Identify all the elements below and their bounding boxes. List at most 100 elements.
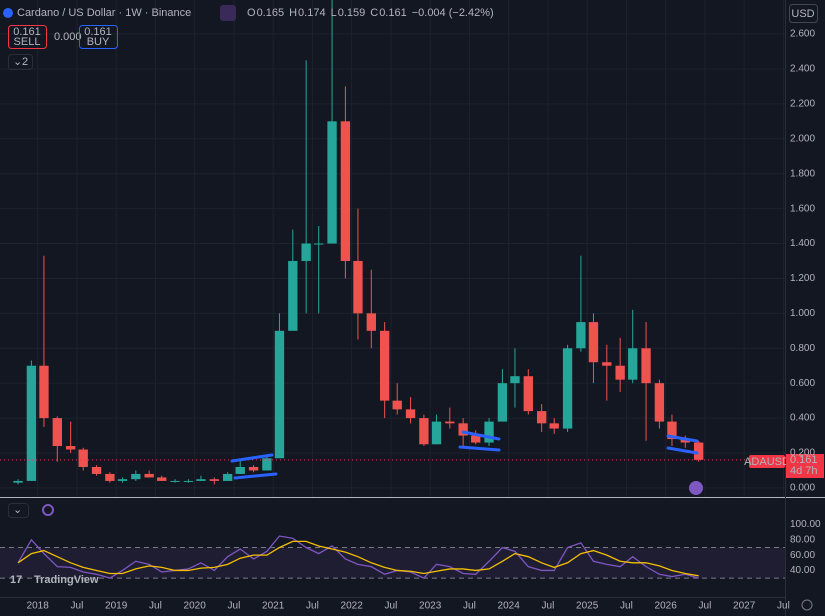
chevron: ⌄: [13, 56, 22, 68]
series-line: [17, 535, 699, 579]
candle-body: [340, 121, 351, 261]
y-tick-label: 100.00: [790, 519, 821, 530]
y-tick-label: 80.00: [790, 534, 815, 545]
candle-body: [105, 473, 115, 481]
indicator-count: 2: [22, 56, 28, 68]
x-tick-label: Jul: [699, 601, 712, 612]
candle-body: [576, 322, 586, 349]
candle-body: [117, 479, 128, 481]
assistant-button[interactable]: [689, 481, 703, 495]
ohlc-label: L: [331, 7, 337, 19]
candle-body: [405, 409, 416, 419]
ohlc-label: H: [289, 7, 297, 19]
indicators-toggle[interactable]: [8, 54, 33, 70]
chevron: ⌄: [13, 504, 22, 516]
buy-price: 0.161: [84, 26, 112, 38]
ohlc: O 0.165 H 0.174 L 0.159 C 0.161 −0.004 (−2.42%): [247, 7, 494, 19]
candle-body: [78, 449, 88, 467]
y-tick-label: 40.00: [790, 565, 815, 576]
x-tick-label: 2024: [498, 601, 521, 612]
trend-lines: [230, 430, 699, 480]
candle-body: [314, 243, 324, 245]
candle-body: [183, 480, 194, 482]
candle-body: [458, 423, 468, 436]
x-tick-label: Jul: [306, 601, 319, 612]
x-tick-label: 2018: [27, 601, 50, 612]
symbol[interactable]: Cardano / US Dollar · 1W · Binance: [17, 7, 191, 19]
candle-body: [248, 466, 259, 471]
candle-body: [523, 376, 533, 412]
logo-mark: 17: [10, 574, 22, 586]
candle-body: [484, 421, 494, 443]
candle-body: [431, 421, 442, 445]
ohlc-value: 0.174: [298, 7, 326, 19]
candle-body: [445, 421, 455, 424]
band-fill: [0, 547, 785, 579]
y-tick-label: 1.400: [790, 238, 815, 249]
x-tick-label: 2026: [655, 601, 678, 612]
plot: [0, 0, 785, 579]
y-tick-label: 1.200: [790, 273, 815, 284]
x-tick-label: Jul: [620, 601, 633, 612]
y-tick-label: 1.600: [790, 203, 815, 214]
candle-body: [641, 348, 651, 384]
x-tick-label: 2025: [576, 601, 599, 612]
x-tick-label: Jul: [463, 601, 476, 612]
candle-body: [170, 480, 180, 482]
settings-button[interactable]: [801, 599, 813, 611]
candle-body: [392, 400, 402, 410]
candle-body: [628, 348, 638, 380]
ohlc-label: O: [247, 7, 256, 19]
trend-line: [666, 446, 699, 455]
candle-body: [235, 466, 245, 474]
candle-body: [262, 458, 272, 471]
y-tick-label: 0.600: [790, 378, 815, 389]
rsi-icon[interactable]: [42, 504, 54, 516]
symbol-tag: [749, 455, 785, 468]
candle-body: [13, 480, 23, 483]
ohlc-value: 0.159: [338, 7, 366, 19]
candle-body: [602, 362, 612, 366]
pane-toggle[interactable]: [8, 503, 29, 518]
y-tick-label: 0.800: [790, 343, 815, 354]
currency: USD: [791, 8, 814, 20]
trend-line: [233, 472, 278, 480]
candle-body: [26, 365, 37, 481]
buy-button[interactable]: [79, 25, 118, 49]
candle-body: [667, 421, 677, 440]
sell-price: 0.161: [13, 26, 41, 38]
x-tick-label: Jul: [385, 601, 398, 612]
ohlc-value: 0.165: [257, 7, 285, 19]
currency-button[interactable]: [789, 4, 818, 23]
price-tag: [786, 454, 824, 478]
y-tick-label: 0.000: [790, 483, 815, 494]
y-tick-label: 0.200: [790, 448, 815, 459]
series-line: [17, 540, 699, 577]
y-tick-label: 2.400: [790, 64, 815, 75]
change: −0.004 (−2.42%): [412, 7, 494, 19]
x-tick-label: Jul: [542, 601, 555, 612]
x-tick-label: 2023: [419, 601, 442, 612]
candle-body: [654, 383, 665, 422]
sell-button[interactable]: [8, 25, 47, 49]
x-tick-label: Jul: [149, 601, 162, 612]
candle-body: [366, 313, 376, 331]
candle-body: [301, 243, 311, 261]
candle-body: [131, 473, 141, 480]
spread: 0.000: [54, 31, 82, 43]
candle-body: [549, 423, 559, 429]
candle-body: [157, 477, 167, 481]
indicator-button[interactable]: [220, 5, 236, 21]
trend-line: [230, 453, 274, 463]
candle-body: [196, 479, 206, 481]
ohlc-label: C: [370, 7, 378, 19]
pane: [0, 0, 785, 497]
candle-body: [588, 322, 599, 363]
sell-label: SELL: [14, 36, 41, 48]
y-tick-label: 2.000: [790, 133, 815, 144]
candle-body: [52, 418, 62, 447]
candle-body: [353, 260, 363, 314]
candle-body: [288, 260, 298, 331]
